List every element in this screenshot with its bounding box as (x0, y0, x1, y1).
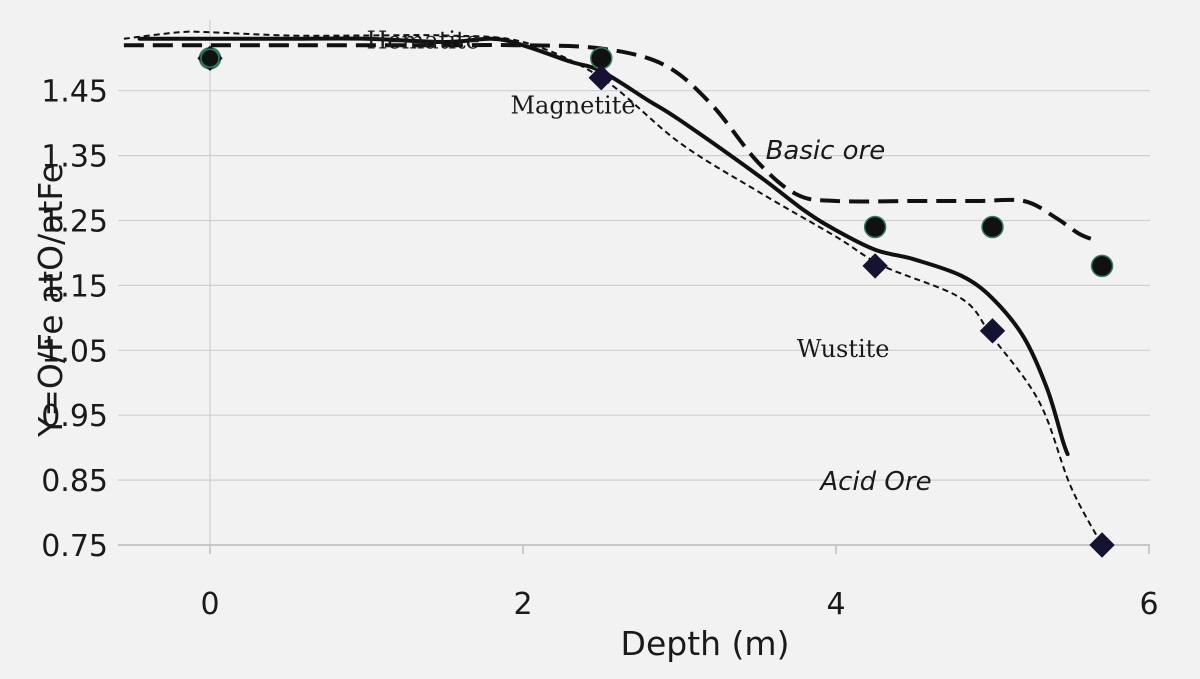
circle-marker-overlay (200, 48, 220, 68)
annotation-basic-ore: Basic ore (766, 136, 886, 166)
diamond-marker (1089, 532, 1115, 558)
annotation-magnetite: Magnetite (510, 91, 635, 119)
y-axis: 1.45 1.35 1.25 1.15 1.05 0.95 0.85 0.75 (41, 75, 108, 564)
annotations: Hematite Magnetite Basic ore Wustite Acid Or… (367, 27, 932, 497)
x-tick-label: 0 (200, 587, 219, 622)
y-tick-label: 1.05 (41, 334, 108, 369)
y-tick-label: 1.25 (41, 205, 108, 240)
x-axis-title: Depth (m) (621, 624, 790, 663)
x-axis: 0 2 4 6 (118, 544, 1159, 622)
x-tick-label: 2 (513, 587, 532, 622)
circle-marker (981, 215, 1004, 239)
series-markers (197, 45, 1115, 558)
series-line-solid (137, 36, 1070, 457)
y-axis-title: Y=O/Fe atO/atFe (31, 163, 70, 438)
annotation-acid-ore: Acid Ore (818, 467, 931, 497)
y-tick-label: 0.95 (41, 399, 108, 434)
y-tick-label: 1.35 (41, 140, 108, 175)
series-line-acid-ore (123, 30, 1103, 546)
diamond-marker (588, 65, 614, 91)
circle-marker (1090, 254, 1114, 278)
diamond-marker (979, 318, 1006, 344)
annotation-hematite: Hematite (367, 27, 480, 55)
gridlines (118, 20, 1150, 546)
series-lines (123, 30, 1103, 546)
series-line-basic-ore (123, 43, 1095, 242)
x-tick-label: 6 (1139, 587, 1158, 622)
diamond-marker (862, 253, 888, 279)
y-tick-label: 1.45 (41, 75, 108, 110)
y-tick-label: 0.85 (41, 464, 108, 499)
circle-marker (863, 215, 887, 239)
y-tick-label: 1.15 (41, 269, 108, 304)
x-tick-label: 4 (826, 587, 845, 622)
annotation-wustite: Wustite (797, 335, 890, 363)
y-tick-label: 0.75 (41, 529, 108, 564)
